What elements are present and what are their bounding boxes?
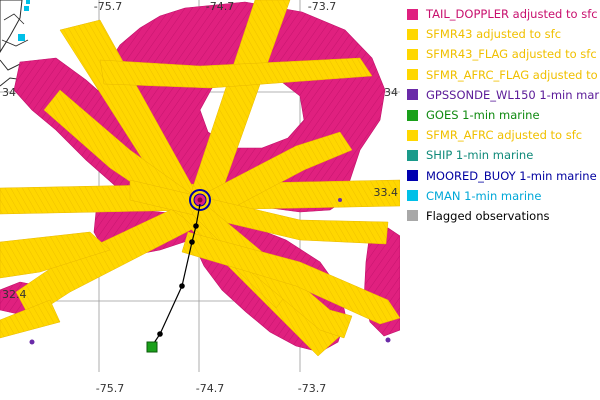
legend-label: SHIP 1-min marine bbox=[426, 148, 534, 163]
legend-label: SFMR43_FLAG adjusted to sfc bbox=[426, 47, 597, 62]
drift-track bbox=[151, 203, 201, 347]
legend-label: Flagged observations bbox=[426, 208, 550, 223]
lon-tick-bottom-2: -74.7 bbox=[196, 382, 224, 395]
sfmr-flight-tracks bbox=[0, 0, 400, 357]
legend-item-sfmr-afrc-flag[interactable]: SFMR_AFRC_FLAG adjusted to sfc bbox=[404, 65, 600, 85]
legend-item-sfmr43-flag[interactable]: SFMR43_FLAG adjusted to sfc bbox=[404, 44, 600, 64]
legend-swatch bbox=[407, 48, 418, 60]
legend-swatch bbox=[407, 170, 418, 182]
legend-swatch bbox=[407, 190, 418, 202]
legend-label: GOES 1-min marine bbox=[426, 108, 540, 123]
legend-item-goes[interactable]: GOES 1-min marine bbox=[404, 105, 600, 125]
legend-label: SFMR43 adjusted to sfc bbox=[426, 27, 562, 42]
lat-tick-right-1: 34 bbox=[384, 86, 398, 99]
tick-labels: -75.7 -74.7 -73.7 -75.7 -74.7 -73.7 34 3… bbox=[2, 0, 398, 395]
legend-item-moored-buoy[interactable]: MOORED_BUOY 1-min marine bbox=[404, 166, 600, 186]
legend-swatch bbox=[407, 149, 418, 161]
legend-swatch bbox=[407, 210, 418, 222]
legend-item-sfmr-afrc[interactable]: SFMR_AFRC adjusted to sfc bbox=[404, 125, 600, 145]
legend-swatch bbox=[407, 69, 418, 81]
legend-item-gpssonde[interactable]: GPSSONDE_WL150 1-min marine bbox=[404, 85, 600, 105]
legend-label: SFMR_AFRC_FLAG adjusted to sfc bbox=[426, 67, 600, 82]
lon-tick-top-2: -74.7 bbox=[206, 0, 234, 13]
lon-tick-top-1: -75.7 bbox=[94, 0, 122, 13]
lon-tick-bottom-1: -75.7 bbox=[96, 382, 124, 395]
legend-label: MOORED_BUOY 1-min marine bbox=[426, 168, 597, 183]
legend-label: TAIL_DOPPLER adjusted to sfc bbox=[426, 7, 598, 22]
legend-item-cman[interactable]: CMAN 1-min marine bbox=[404, 186, 600, 206]
legend-swatch bbox=[407, 109, 418, 121]
legend-swatch bbox=[407, 8, 418, 20]
storm-center-marker[interactable] bbox=[189, 189, 211, 211]
legend-label: GPSSONDE_WL150 1-min marine bbox=[426, 87, 600, 102]
lat-tick-right-2: 33.4 bbox=[374, 186, 399, 199]
legend-item-flagged[interactable]: Flagged observations bbox=[404, 206, 600, 226]
goes-observation-marker[interactable] bbox=[146, 341, 158, 353]
lon-tick-bottom-3: -73.7 bbox=[298, 382, 326, 395]
cman-stations[interactable] bbox=[18, 0, 30, 41]
legend-label: SFMR_AFRC adjusted to sfc bbox=[426, 128, 583, 143]
legend: TAIL_DOPPLER adjusted to sfc SFMR43 adju… bbox=[404, 4, 600, 226]
legend-item-ship[interactable]: SHIP 1-min marine bbox=[404, 145, 600, 165]
lat-tick-left-2: 32.4 bbox=[2, 288, 27, 301]
legend-swatch bbox=[407, 129, 418, 141]
legend-item-sfmr43[interactable]: SFMR43 adjusted to sfc bbox=[404, 24, 600, 44]
legend-item-tail-doppler[interactable]: TAIL_DOPPLER adjusted to sfc bbox=[404, 4, 600, 24]
gpssonde-points[interactable] bbox=[29, 198, 391, 345]
legend-swatch bbox=[407, 28, 418, 40]
legend-label: CMAN 1-min marine bbox=[426, 188, 542, 203]
lat-tick-left-1: 34 bbox=[2, 86, 16, 99]
legend-swatch bbox=[407, 89, 418, 101]
lon-tick-top-3: -73.7 bbox=[308, 0, 336, 13]
